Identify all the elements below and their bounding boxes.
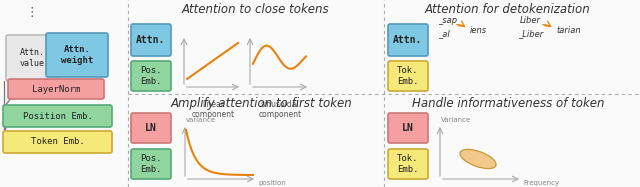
Text: Frequency: Frequency	[523, 180, 559, 186]
FancyBboxPatch shape	[131, 24, 171, 56]
FancyBboxPatch shape	[388, 113, 428, 143]
Text: Attn.
weight: Attn. weight	[61, 45, 93, 65]
Text: iens: iens	[470, 25, 487, 34]
Text: Attn.
value: Attn. value	[19, 48, 45, 68]
Text: Attention for detokenization: Attention for detokenization	[425, 3, 591, 16]
FancyBboxPatch shape	[8, 79, 104, 99]
FancyBboxPatch shape	[131, 61, 171, 91]
Text: tarian: tarian	[556, 25, 580, 34]
Text: LN: LN	[402, 123, 414, 133]
Text: Tok.
Emb.: Tok. Emb.	[397, 154, 419, 174]
Text: +: +	[147, 61, 156, 71]
FancyBboxPatch shape	[3, 105, 112, 127]
Text: +: +	[403, 148, 413, 158]
Text: ⋮: ⋮	[26, 6, 38, 19]
Text: Attn.: Attn.	[394, 35, 422, 45]
Text: _Liber: _Liber	[518, 30, 543, 39]
Text: Attn.: Attn.	[136, 35, 166, 45]
Text: LayerNorm: LayerNorm	[32, 85, 80, 94]
Text: sinusoidal
component: sinusoidal component	[259, 100, 301, 119]
Text: Position Emb.: Position Emb.	[22, 111, 92, 120]
Text: LN: LN	[145, 123, 157, 133]
Text: position: position	[258, 180, 285, 186]
Text: Handle informativeness of token: Handle informativeness of token	[412, 97, 604, 110]
FancyBboxPatch shape	[3, 131, 112, 153]
Text: Variance: Variance	[441, 117, 471, 123]
Text: Pos.
Emb.: Pos. Emb.	[140, 66, 162, 86]
FancyBboxPatch shape	[388, 61, 428, 91]
Text: linear
component: linear component	[191, 100, 235, 119]
Text: +: +	[147, 148, 156, 158]
Text: Liber: Liber	[520, 16, 541, 24]
FancyBboxPatch shape	[388, 24, 428, 56]
FancyBboxPatch shape	[131, 113, 171, 143]
Text: Amplify attention to first token: Amplify attention to first token	[171, 97, 353, 110]
Text: Pos.
Emb.: Pos. Emb.	[140, 154, 162, 174]
FancyBboxPatch shape	[388, 149, 428, 179]
Text: Attention to close tokens: Attention to close tokens	[181, 3, 329, 16]
Text: +: +	[403, 61, 413, 71]
FancyBboxPatch shape	[46, 33, 108, 77]
Text: Tok.
Emb.: Tok. Emb.	[397, 66, 419, 86]
Text: _al: _al	[438, 30, 450, 39]
Text: _sap: _sap	[438, 16, 457, 24]
Text: Token Emb.: Token Emb.	[31, 137, 84, 146]
Text: variance: variance	[186, 117, 216, 123]
FancyBboxPatch shape	[131, 149, 171, 179]
FancyBboxPatch shape	[6, 35, 58, 81]
Ellipse shape	[460, 149, 496, 169]
